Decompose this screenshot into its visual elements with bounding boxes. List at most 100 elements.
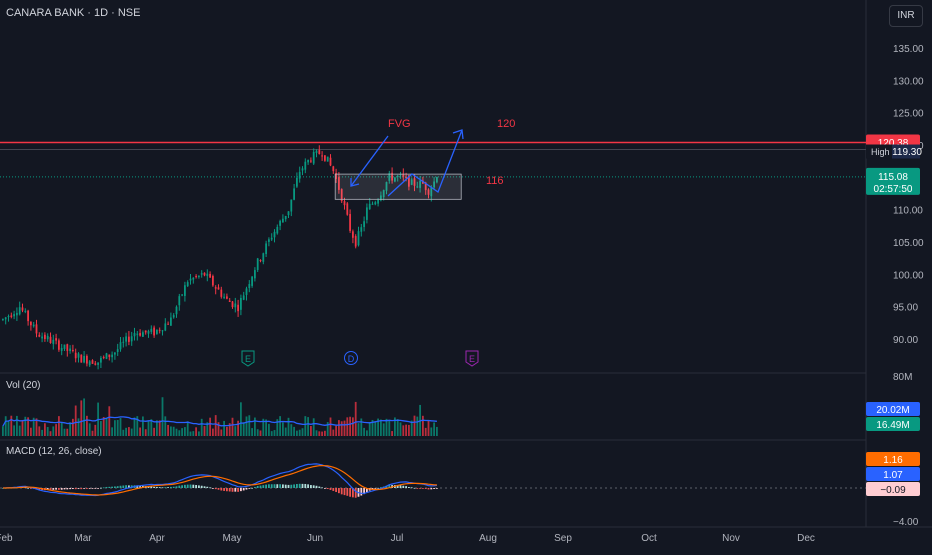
macd-histogram-bar[interactable] <box>402 485 405 488</box>
macd-histogram-bar[interactable] <box>108 486 111 488</box>
volume-bar[interactable] <box>343 420 346 436</box>
macd-histogram-bar[interactable] <box>352 488 354 498</box>
candle[interactable] <box>150 325 153 335</box>
candle[interactable] <box>312 148 315 166</box>
macd-histogram-bar[interactable] <box>354 488 357 498</box>
candle[interactable] <box>139 329 141 337</box>
volume-bar[interactable] <box>16 415 18 436</box>
macd-histogram-bar[interactable] <box>156 486 158 488</box>
macd-histogram-bar[interactable] <box>396 485 399 488</box>
macd-histogram-bar[interactable] <box>385 485 388 488</box>
candle[interactable] <box>251 275 253 288</box>
candle[interactable] <box>371 201 374 205</box>
macd-histogram-bar[interactable] <box>290 484 293 488</box>
volume-bar[interactable] <box>360 418 363 436</box>
volume-bar[interactable] <box>133 417 136 436</box>
volume-bar[interactable] <box>374 421 377 436</box>
macd-histogram-bar[interactable] <box>200 485 203 488</box>
volume-bar[interactable] <box>167 424 169 436</box>
volume-bar[interactable] <box>184 427 186 436</box>
candle[interactable] <box>60 344 63 356</box>
macd-histogram-bar[interactable] <box>170 486 172 488</box>
volume-legend[interactable]: Vol (20) <box>6 380 41 391</box>
candle[interactable] <box>352 229 354 244</box>
volume-bar[interactable] <box>63 428 66 436</box>
candle[interactable] <box>248 280 251 293</box>
candle[interactable] <box>170 312 172 326</box>
candle[interactable] <box>293 183 295 201</box>
macd-histogram-bar[interactable] <box>366 488 368 493</box>
candle[interactable] <box>284 215 287 222</box>
volume-bar[interactable] <box>436 426 438 436</box>
volume-bar[interactable] <box>139 427 141 436</box>
macd-histogram-bar[interactable] <box>324 488 326 489</box>
candle[interactable] <box>13 310 15 320</box>
volume-bar[interactable] <box>326 422 329 436</box>
volume-bar[interactable] <box>94 424 97 436</box>
volume-bar[interactable] <box>371 419 374 436</box>
volume-bar[interactable] <box>2 426 4 436</box>
candle[interactable] <box>259 259 262 263</box>
candle[interactable] <box>27 309 29 326</box>
volume-bar[interactable] <box>13 425 15 436</box>
macd-histogram-bar[interactable] <box>52 488 55 490</box>
macd-histogram-bar[interactable] <box>231 488 234 492</box>
macd-histogram-bar[interactable] <box>245 488 248 490</box>
volume-ma-line[interactable] <box>2 416 437 427</box>
macd-histogram-bar[interactable] <box>164 487 167 488</box>
macd-histogram-bar[interactable] <box>293 484 295 488</box>
volume-bar[interactable] <box>422 415 424 436</box>
macd-histogram-bar[interactable] <box>326 488 329 490</box>
volume-bar[interactable] <box>408 424 410 436</box>
volume-bar[interactable] <box>282 422 284 436</box>
volume-bar[interactable] <box>245 416 248 436</box>
macd-histogram-bar[interactable] <box>408 487 410 488</box>
macd-histogram-bar[interactable] <box>279 484 281 488</box>
candle[interactable] <box>55 333 57 345</box>
candle[interactable] <box>380 191 382 202</box>
candle[interactable] <box>357 226 360 247</box>
macd-histogram-bar[interactable] <box>371 488 374 490</box>
macd-histogram-bar[interactable] <box>46 488 49 490</box>
candle[interactable] <box>116 343 119 356</box>
volume-bar[interactable] <box>203 426 206 436</box>
macd-histogram-bar[interactable] <box>94 488 97 489</box>
candle[interactable] <box>237 299 239 317</box>
volume-bar[interactable] <box>49 431 52 436</box>
volume-bar[interactable] <box>52 426 55 436</box>
candle[interactable] <box>7 314 10 322</box>
macd-histogram-bar[interactable] <box>340 488 343 495</box>
candle[interactable] <box>290 199 293 217</box>
candle[interactable] <box>32 322 35 328</box>
candle[interactable] <box>242 291 245 301</box>
volume-bar[interactable] <box>296 430 298 436</box>
volume-bar[interactable] <box>368 422 371 436</box>
macd-histogram-bar[interactable] <box>388 485 391 488</box>
macd-histogram-bar[interactable] <box>209 487 211 489</box>
macd-histogram-bar[interactable] <box>436 488 438 489</box>
volume-bar[interactable] <box>10 415 13 436</box>
macd-histogram-bar[interactable] <box>310 485 312 488</box>
macd-histogram-bar[interactable] <box>97 488 99 489</box>
volume-bar[interactable] <box>402 425 405 436</box>
volume-bar[interactable] <box>324 430 326 436</box>
volume-bar[interactable] <box>268 423 270 436</box>
candle[interactable] <box>111 351 113 363</box>
volume-bar[interactable] <box>125 427 127 436</box>
volume-bar[interactable] <box>413 415 416 436</box>
volume-bar[interactable] <box>307 417 309 436</box>
macd-histogram-bar[interactable] <box>416 488 419 489</box>
candle[interactable] <box>119 337 122 352</box>
macd-value-tag[interactable] <box>866 467 920 481</box>
candle[interactable] <box>122 337 125 348</box>
volume-bar[interactable] <box>172 426 175 436</box>
macd-histogram-bar[interactable] <box>186 484 189 488</box>
candle[interactable] <box>228 298 231 302</box>
macd-histogram-bar[interactable] <box>189 484 192 488</box>
candle[interactable] <box>83 351 85 364</box>
candle[interactable] <box>21 303 24 313</box>
candle[interactable] <box>318 145 321 155</box>
macd-histogram-bar[interactable] <box>102 487 105 489</box>
candle[interactable] <box>63 344 66 352</box>
volume-bar[interactable] <box>262 418 265 436</box>
